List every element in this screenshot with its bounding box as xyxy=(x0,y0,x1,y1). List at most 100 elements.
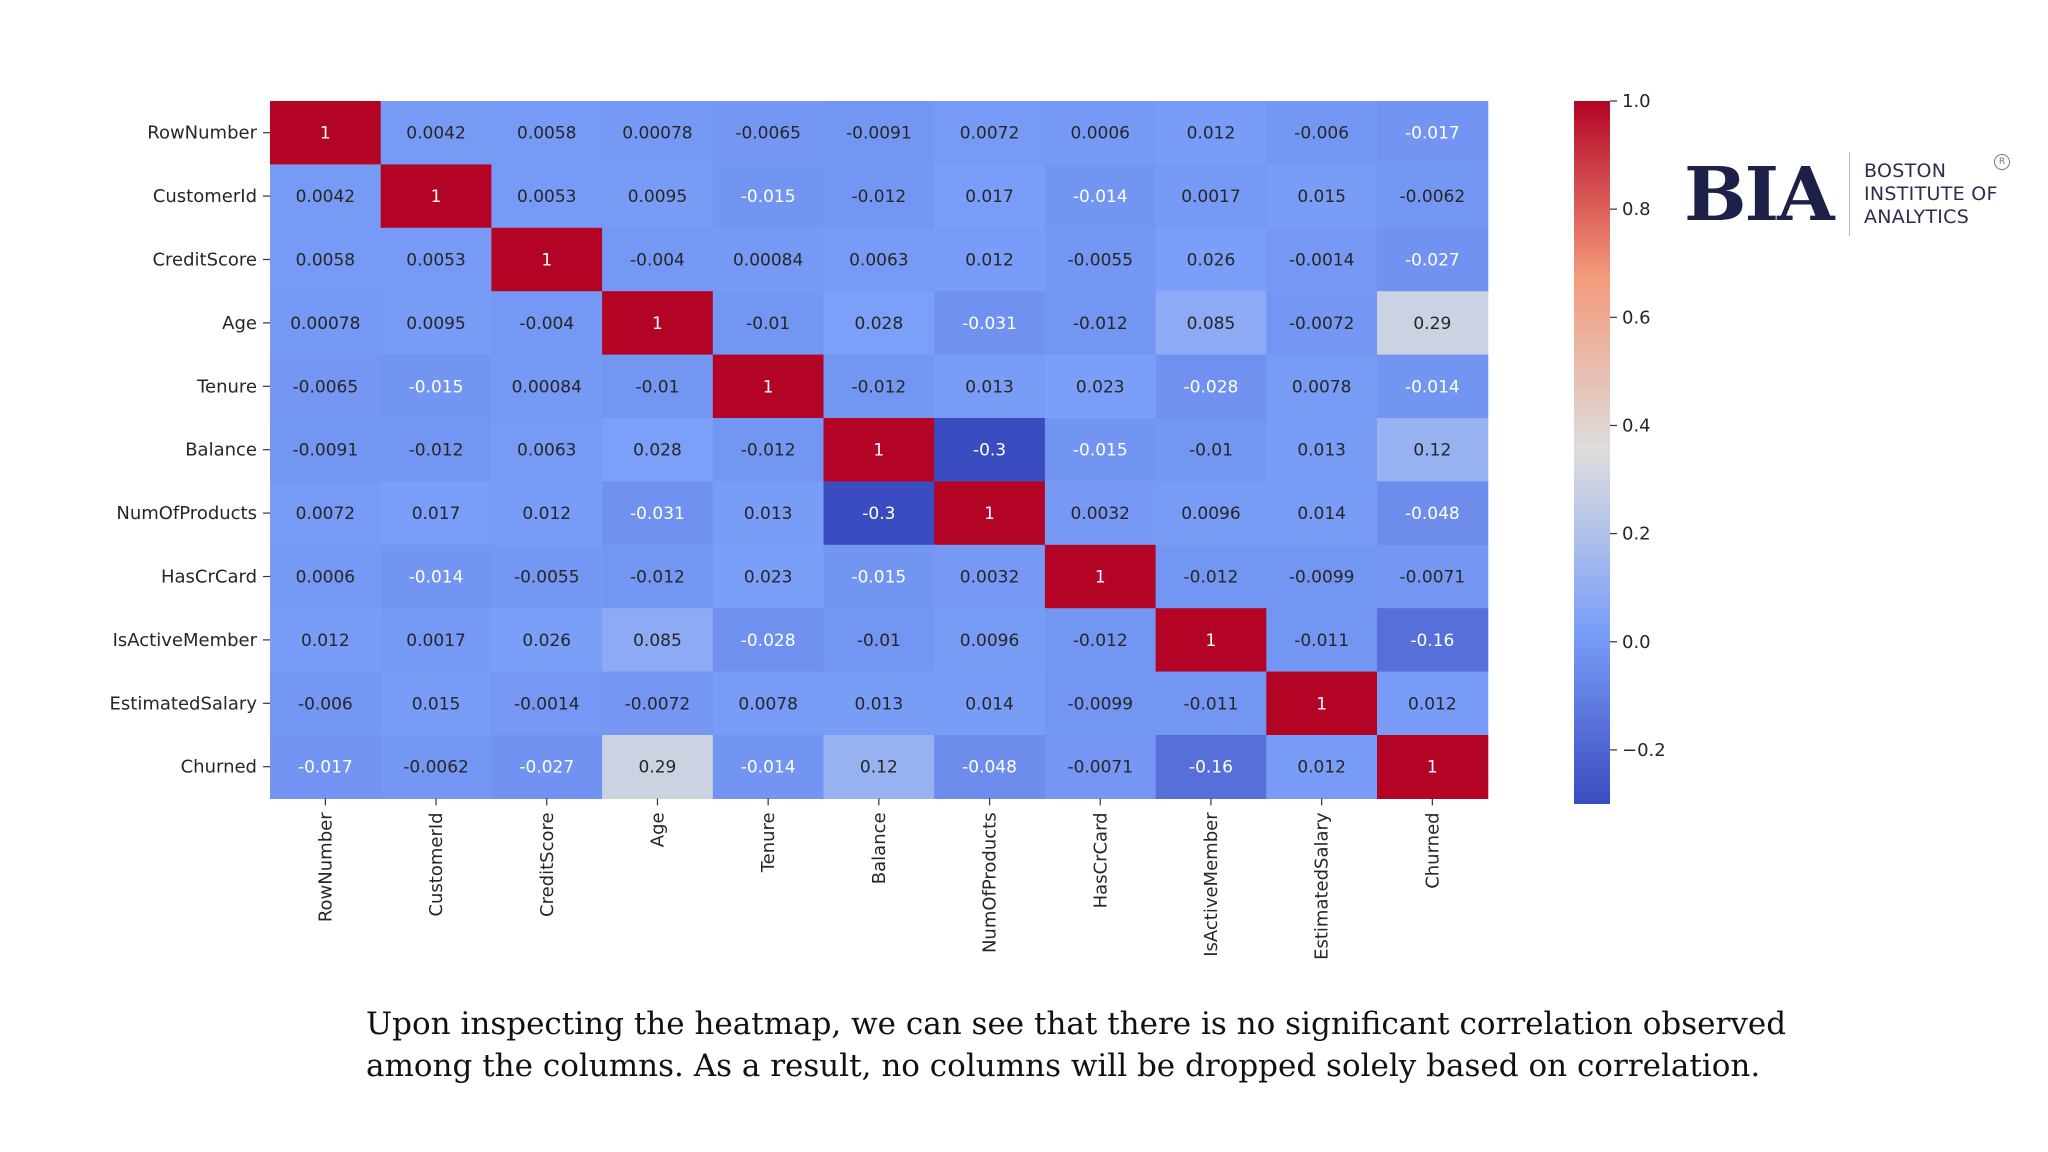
logo-mark: BIA xyxy=(1684,152,1835,238)
cell-value-label: -0.015 xyxy=(851,568,906,588)
cell-value-label: -0.01 xyxy=(857,631,901,651)
cell-value-label: 1 xyxy=(652,314,663,334)
cell-value-label: -0.012 xyxy=(1073,314,1128,334)
cell-value-label: 0.026 xyxy=(1187,251,1236,271)
cell-value-label: 0.028 xyxy=(633,441,682,461)
cell-value-label: -0.3 xyxy=(973,441,1006,461)
cell-value-label: 0.0058 xyxy=(517,124,576,144)
cell-value-label: 0.013 xyxy=(965,377,1014,397)
heatmap-cell xyxy=(823,354,935,419)
colorbar-tick-label: 0.8 xyxy=(1622,199,1651,220)
heatmap-cell xyxy=(602,291,714,356)
heatmap-cell xyxy=(270,608,382,673)
logo-divider xyxy=(1849,152,1850,236)
colorbar-tick-label: −0.2 xyxy=(1622,740,1666,761)
heatmap-cell xyxy=(712,354,825,419)
cell-value-label: -0.014 xyxy=(1073,187,1128,207)
cell-value-label: 0.29 xyxy=(1413,314,1451,334)
cell-value-label: -0.0099 xyxy=(1067,694,1133,714)
heatmap-cell xyxy=(1377,481,1489,546)
cell-value-label: -0.031 xyxy=(630,504,685,524)
cell-value-label: -0.048 xyxy=(1405,504,1460,524)
heatmap-cell xyxy=(602,544,714,609)
cell-value-label: 0.0095 xyxy=(628,187,687,207)
cell-value-label: -0.0065 xyxy=(735,124,801,144)
column-labels: RowNumber CustomerId CreditScore Age Tenure B… xyxy=(315,798,1443,960)
cell-value-label: 1 xyxy=(1427,758,1438,778)
cell-value-label: -0.012 xyxy=(741,441,796,461)
heatmap-cell xyxy=(1155,671,1267,736)
heatmap-cell xyxy=(270,354,382,419)
heatmap-cell xyxy=(1377,354,1489,419)
cell-value-label: -0.0099 xyxy=(1289,568,1355,588)
heatmap-cell xyxy=(380,671,492,736)
heatmap-cell xyxy=(934,354,1046,419)
cell-value-label: -0.011 xyxy=(1294,631,1349,651)
cell-value-label: 0.0032 xyxy=(960,568,1019,588)
cell-value-label: -0.0091 xyxy=(293,441,359,461)
cell-value-label: 0.0017 xyxy=(1181,187,1240,207)
heatmap-cell xyxy=(1377,291,1489,356)
cell-value-label: -0.006 xyxy=(1294,124,1349,144)
cell-value-label: -0.0071 xyxy=(1400,568,1466,588)
heatmap-cell xyxy=(823,418,935,482)
heatmap-cell xyxy=(491,735,603,799)
cell-value-label: -0.004 xyxy=(630,251,685,271)
cell-value-label: 0.12 xyxy=(1413,441,1451,461)
heatmap-cell xyxy=(1377,164,1489,229)
cell-value-label: 0.013 xyxy=(744,504,793,524)
heatmap-cell xyxy=(823,735,935,799)
heatmap-cell xyxy=(1155,227,1267,292)
cell-value-label: -0.014 xyxy=(1405,377,1460,397)
row-label: RowNumber xyxy=(147,123,257,144)
heatmap-cell xyxy=(1155,418,1267,482)
heatmap-cell xyxy=(380,481,492,546)
row-label: Tenure xyxy=(196,376,257,397)
heatmap-cell xyxy=(602,735,714,799)
cell-value-label: -0.014 xyxy=(409,568,464,588)
heatmap-cell xyxy=(1155,608,1267,673)
heatmap-cell xyxy=(712,481,825,546)
heatmap-cell xyxy=(934,544,1046,609)
correlation-heatmap: 1 0.0042 0.0058 0.00078 -0.0065 -0.0091 0.0072… xyxy=(110,91,1666,960)
heatmap-cell xyxy=(1044,608,1157,673)
heatmap-cell xyxy=(823,227,935,292)
cell-value-label: -0.028 xyxy=(741,631,796,651)
heatmap-cell xyxy=(1155,164,1267,229)
row-label: IsActiveMember xyxy=(113,630,258,651)
heatmap-cell xyxy=(823,291,935,356)
heatmap-cell xyxy=(1266,735,1378,799)
cell-value-label: -0.0091 xyxy=(846,124,912,144)
cell-value-label: 0.0053 xyxy=(406,251,465,271)
heatmap-cell xyxy=(491,608,603,673)
heatmap-cell xyxy=(934,418,1046,482)
heatmap-cell xyxy=(934,735,1046,799)
logo-line-1: BOSTON xyxy=(1864,160,1947,182)
cell-value-label: -0.012 xyxy=(409,441,464,461)
colorbar-tick-label: 0.4 xyxy=(1622,415,1651,436)
cell-value-label: 0.015 xyxy=(1297,187,1346,207)
heatmap-cell xyxy=(1377,101,1489,165)
cell-value-label: -0.015 xyxy=(741,187,796,207)
heatmap-cell xyxy=(1044,164,1157,229)
cell-value-label: 0.015 xyxy=(412,694,461,714)
row-label: HasCrCard xyxy=(161,567,257,588)
column-label: Balance xyxy=(869,812,890,884)
heatmap-cell xyxy=(1266,481,1378,546)
heatmap-cell xyxy=(270,291,382,356)
heatmap-cell xyxy=(491,291,603,356)
cell-value-label: 0.0078 xyxy=(1292,377,1351,397)
registered-mark: R xyxy=(1994,154,2010,170)
column-label: Age xyxy=(647,812,668,847)
heatmap-cell xyxy=(823,671,935,736)
cell-value-label: -0.027 xyxy=(519,758,574,778)
heatmap-cell xyxy=(270,735,382,799)
column-label: CreditScore xyxy=(537,812,558,917)
heatmap-cell xyxy=(1266,101,1378,165)
cell-value-label: 0.012 xyxy=(301,631,350,651)
row-label: CustomerId xyxy=(153,186,257,207)
cell-value-label: -0.3 xyxy=(862,504,895,524)
cell-value-label: 1 xyxy=(1316,694,1327,714)
heatmap-cell xyxy=(823,544,935,609)
heatmap-cell xyxy=(1155,291,1267,356)
